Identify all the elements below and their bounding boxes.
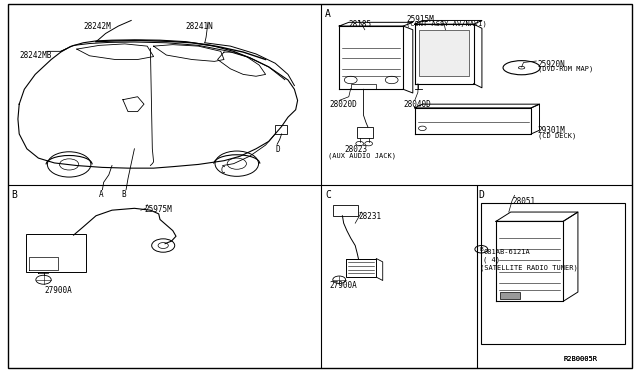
Bar [500,292,520,299]
Text: 27900A: 27900A [45,286,72,295]
Text: D: D [275,145,280,154]
Text: 081AB-6121A: 081AB-6121A [483,249,530,255]
Text: 28231: 28231 [358,212,381,221]
Text: A: A [325,9,331,19]
Text: 28023: 28023 [344,145,367,154]
Text: D: D [479,190,484,201]
Text: 28242MB: 28242MB [19,51,52,60]
Text: R2B0005R: R2B0005R [563,356,597,362]
Text: 25975M: 25975M [144,205,172,214]
Text: 27900A: 27900A [330,281,357,290]
Text: 28051: 28051 [512,197,535,206]
Text: (CD DECK): (CD DECK) [538,132,576,138]
Bar [346,259,376,277]
Text: 28242M: 28242M [83,22,111,31]
Bar [26,234,86,272]
Text: C: C [221,166,225,175]
Text: C: C [325,190,331,201]
Text: (CONT ASSY-AV/NAVI): (CONT ASSY-AV/NAVI) [406,20,487,27]
Text: A: A [99,190,104,199]
Text: 25920N: 25920N [538,60,565,68]
Text: B: B [479,247,483,252]
Bar [275,125,287,134]
Text: B: B [122,190,126,199]
Bar [357,127,373,138]
Text: 28241N: 28241N [186,22,213,31]
Text: ( 4): ( 4) [483,257,500,263]
Text: 29301M: 29301M [538,126,565,135]
Text: 28020D: 28020D [330,100,357,109]
Bar [333,205,358,216]
Text: 28185: 28185 [349,20,372,29]
Bar [419,30,469,76]
Text: B: B [12,190,17,201]
Text: (AUX AUDIO JACK): (AUX AUDIO JACK) [328,153,396,159]
Bar [481,203,625,344]
Text: 25915M: 25915M [406,15,434,24]
Text: R2B0005R: R2B0005R [563,356,597,362]
Text: (SATELLITE RADIO TUNER): (SATELLITE RADIO TUNER) [480,264,578,270]
Bar [351,84,376,89]
Text: 28040D: 28040D [403,100,431,109]
Text: (DVD-ROM MAP): (DVD-ROM MAP) [538,65,593,71]
